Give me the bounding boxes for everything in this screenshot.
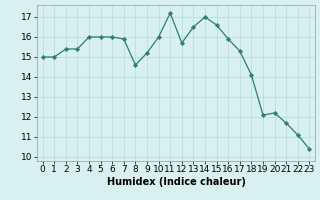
- X-axis label: Humidex (Indice chaleur): Humidex (Indice chaleur): [107, 177, 245, 187]
